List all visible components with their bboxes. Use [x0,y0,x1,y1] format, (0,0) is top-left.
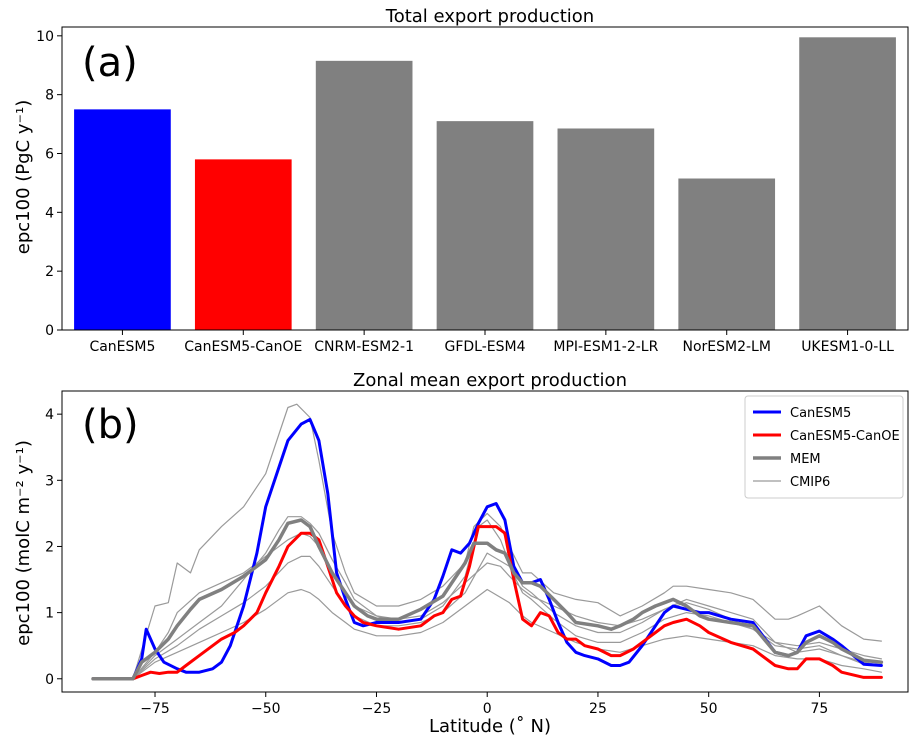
legend-label-cmip6: CMIP6 [790,475,830,490]
y-tick-label: 6 [45,146,54,162]
series-line-canesm5 [91,417,883,681]
x-tick-label: CanESM5 [89,339,155,355]
y-tick-label: 10 [36,29,54,45]
panel-b-label: (b) [82,402,139,448]
x-tick-label: UKESM1-0-LL [801,339,894,355]
bar-canesm5-canoe [194,159,292,330]
bar-mpi-esm1-2-lr [557,128,655,330]
x-tick-label: CNRM-ESM2-1 [314,339,414,355]
panel-a-ylabel: epc100 (PgC y⁻¹) [13,100,34,254]
y-tick-label: 3 [45,473,54,489]
bar-canesm5 [74,109,171,331]
bar-gfdl-esm4 [436,121,534,330]
y-tick-label: 4 [45,407,54,423]
x-tick-label: MPI-ESM1-2-LR [553,339,658,355]
series-line-cmip6-model-4 [92,552,883,680]
x-tick-label: 50 [700,701,718,717]
y-tick-label: 1 [45,606,54,622]
panel-b-axes-frame [61,390,909,693]
y-tick-label: 2 [45,264,54,280]
legend-label-mem: MEM [790,452,821,467]
series-line-mem [91,518,884,681]
y-tick-label: 0 [45,672,54,688]
x-tick-label: −25 [362,701,392,717]
legend-label-canesm5: CanESM5 [790,406,851,421]
series-line-cmip6-model-6 [92,516,883,680]
legend: CanESM5 CanESM5-CanOE MEM CMIP6 [744,395,904,499]
y-tick-label: 0 [45,323,54,339]
bar-cnrm-esm2-1 [315,60,413,330]
bar-ukesm1-0-ll [799,37,896,331]
panel-a-label: (a) [82,40,138,86]
panel-b-title: Zonal mean export production [353,370,627,391]
panel-a-bar-chart: Total export production (a) epc100 (PgC … [13,6,909,355]
x-tick-label: NorESM2-LM [682,339,770,355]
panel-b-xlabel: Latitude (˚ N) [429,716,551,737]
y-tick-label: 8 [45,88,54,104]
panel-b-ylabel: epc100 (molC m⁻² y⁻¹) [13,440,34,646]
y-tick-label: 4 [45,205,54,221]
panel-b-line-chart: Zonal mean export production (b) epc100 … [13,370,909,737]
panel-a-title: Total export production [385,6,594,27]
legend-box [744,395,904,499]
x-tick-label: CanESM5-CanOE [184,339,302,355]
panel-a-axes-frame [61,26,909,331]
x-tick-label: −75 [140,701,170,717]
x-tick-label: GFDL-ESM4 [444,339,525,355]
legend-label-canesm5-canoe: CanESM5-CanOE [790,429,900,444]
x-tick-label: 25 [589,701,607,717]
y-tick-label: 2 [45,539,54,555]
x-tick-label: 0 [483,701,492,717]
x-tick-label: 75 [810,701,828,717]
x-tick-label: −50 [251,701,281,717]
series-line-canesm5-canoe [91,525,883,681]
bar-noresm2-lm [678,178,776,330]
